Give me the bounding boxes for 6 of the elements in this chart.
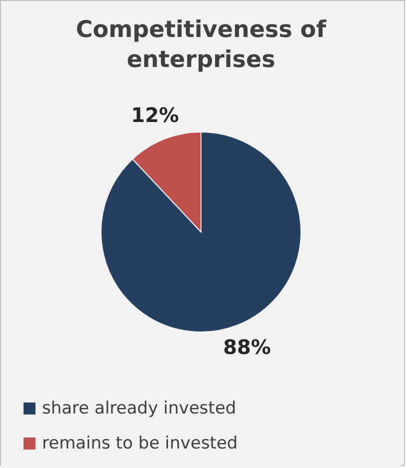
data-label: 88% [223,335,271,360]
legend-label: remains to be invested [42,434,238,454]
legend-label: share already invested [42,398,236,418]
pie-slice [100,132,302,332]
data-label: 12% [131,102,179,127]
chart-title: Competitiveness of enterprises [76,17,328,73]
